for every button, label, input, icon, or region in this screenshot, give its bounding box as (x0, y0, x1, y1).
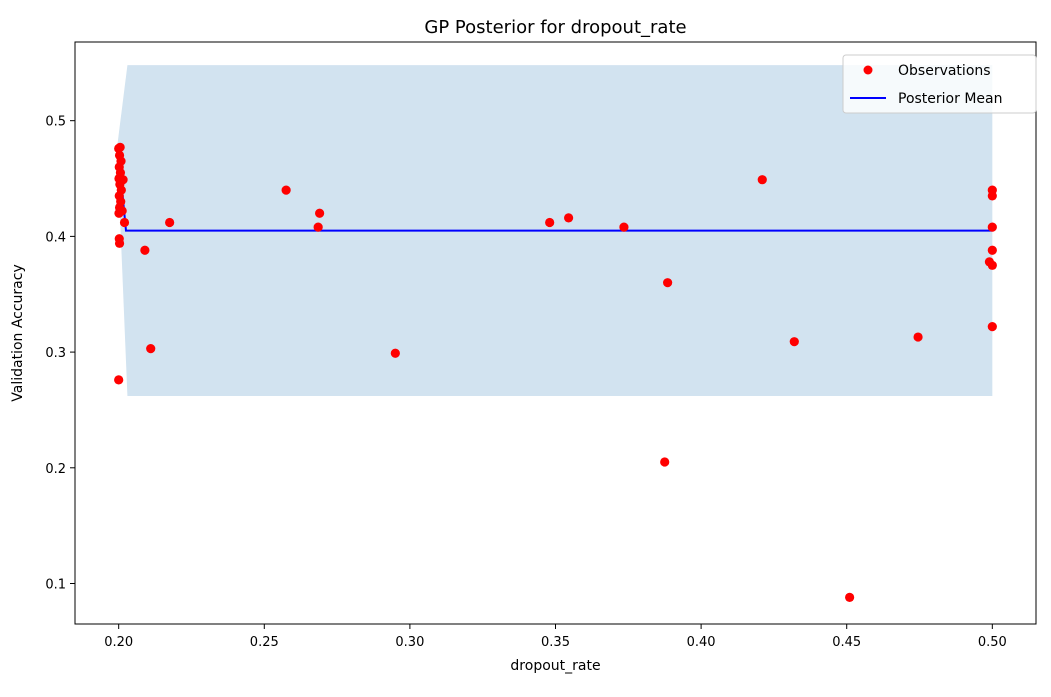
legend-label-posterior-mean: Posterior Mean (898, 91, 1002, 107)
observation-point (619, 222, 629, 232)
observation-point (987, 222, 997, 232)
observation-point (663, 278, 673, 288)
observation-point (987, 260, 997, 270)
x-tick-label: 0.40 (687, 635, 716, 650)
legend-label-observations: Observations (898, 63, 991, 79)
x-tick-label: 0.20 (104, 635, 133, 650)
observation-point (140, 245, 150, 255)
observation-point (117, 206, 127, 216)
observation-point (114, 375, 124, 385)
observation-point (146, 344, 156, 354)
chart-title: GP Posterior for dropout_rate (424, 17, 686, 38)
x-axis-ticks: 0.20 0.25 0.30 0.35 0.40 0.45 0.50 (104, 624, 1007, 650)
observation-point (313, 222, 323, 232)
y-axis-ticks: 0.1 0.2 0.3 0.4 0.5 (45, 115, 75, 593)
observation-point (119, 217, 130, 228)
observation-point (281, 185, 291, 195)
observation-point (390, 348, 400, 358)
observation-point (114, 238, 125, 248)
observation-point (545, 217, 555, 228)
y-tick-label: 0.5 (45, 115, 66, 130)
observation-point (315, 208, 325, 218)
observation-point (913, 332, 923, 342)
observation-point (115, 142, 125, 152)
x-tick-label: 0.35 (541, 635, 570, 650)
x-tick-label: 0.25 (250, 635, 279, 650)
x-tick-label: 0.45 (832, 635, 861, 650)
observation-point (118, 175, 128, 185)
observations-layer (114, 142, 997, 602)
y-tick-label: 0.3 (45, 346, 66, 361)
observation-point (757, 175, 767, 185)
y-tick-label: 0.1 (45, 578, 66, 593)
legend-marker-observations (863, 65, 873, 75)
x-tick-label: 0.50 (978, 635, 1007, 650)
observation-point (165, 217, 175, 228)
y-axis-label: Validation Accuracy (10, 264, 26, 402)
legend: Observations Posterior Mean (842, 54, 1037, 114)
y-tick-label: 0.4 (45, 230, 66, 245)
observation-point (987, 191, 997, 201)
observation-point (789, 337, 799, 347)
x-tick-label: 0.30 (395, 635, 424, 650)
x-axis-label: dropout_rate (510, 658, 600, 674)
observation-point (987, 245, 997, 255)
y-tick-label: 0.2 (45, 462, 66, 477)
observation-point (660, 457, 670, 467)
legend-box (842, 54, 1037, 114)
observation-point (987, 322, 997, 332)
observation-point (845, 592, 855, 602)
observation-point (564, 213, 574, 223)
